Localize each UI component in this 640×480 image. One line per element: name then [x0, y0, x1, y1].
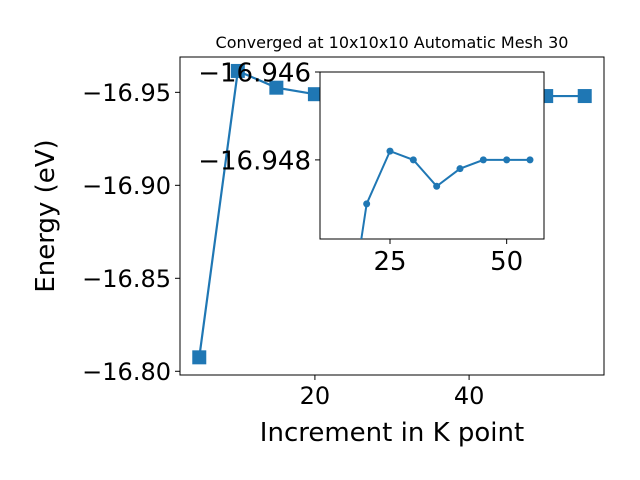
data-point [479, 156, 487, 164]
data-point [386, 147, 394, 155]
data-point [363, 200, 371, 208]
data-point [433, 182, 441, 190]
main-chart: Converged at 10x10x10 Automatic Mesh 30 … [31, 33, 605, 448]
inset-chart: 25 50 −16.948 −16.946 [198, 58, 545, 361]
data-point [577, 89, 592, 104]
x-tick-label: 20 [300, 382, 331, 410]
main-x-ticks: 20 40 [300, 375, 485, 410]
data-point [230, 63, 245, 78]
data-point [456, 165, 464, 173]
y-axis-label: Energy (eV) [31, 139, 61, 292]
x-axis-label: Increment in K point [260, 418, 524, 448]
inset-x-ticks: 25 50 [373, 239, 523, 277]
y-tick-label: −16.90 [82, 172, 171, 200]
inset-series [340, 147, 534, 361]
data-point [503, 156, 511, 164]
chart-title: Converged at 10x10x10 Automatic Mesh 30 [216, 33, 569, 52]
inset-plot-area [319, 71, 545, 240]
y-tick-label: −16.95 [82, 79, 171, 107]
data-point [269, 80, 284, 95]
y-tick-label: −16.948 [198, 146, 311, 176]
y-tick-label: −16.946 [198, 58, 311, 88]
x-tick-label: 25 [373, 247, 406, 277]
x-tick-label: 40 [454, 382, 485, 410]
inset-y-ticks: −16.948 −16.946 [198, 58, 320, 176]
data-point [192, 350, 207, 365]
x-tick-label: 50 [490, 247, 523, 277]
data-point [409, 156, 417, 164]
data-point [526, 156, 534, 164]
main-y-ticks: −16.80 −16.85 −16.90 −16.95 [82, 79, 180, 386]
y-tick-label: −16.80 [82, 358, 171, 386]
data-point [340, 354, 347, 361]
y-tick-label: −16.85 [82, 265, 171, 293]
main-plot-frame [179, 56, 605, 376]
data-point [307, 87, 322, 102]
